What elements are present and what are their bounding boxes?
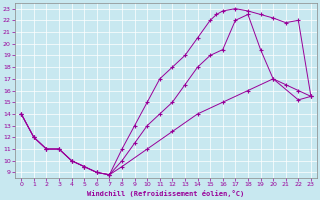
X-axis label: Windchill (Refroidissement éolien,°C): Windchill (Refroidissement éolien,°C) [87, 190, 245, 197]
